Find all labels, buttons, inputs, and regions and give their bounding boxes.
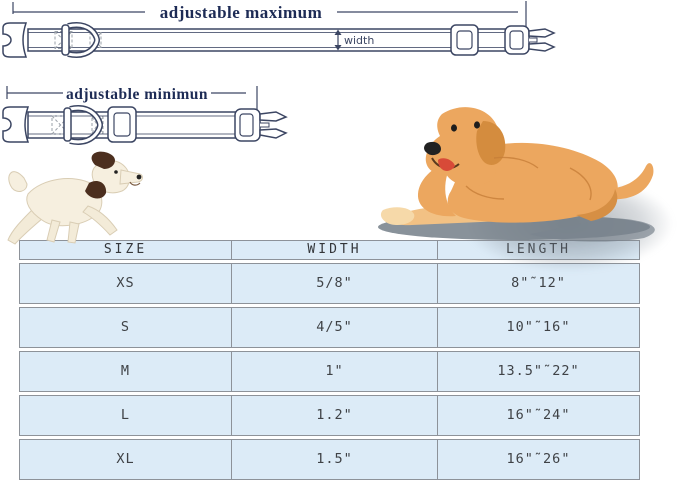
collar-max-diagram: adjustable maximum [2,1,556,58]
puppy-illustration [7,151,143,245]
adjustable-minimum-label: adjustable minimun [66,86,208,103]
table-row-l: L 1.2" 16"˜24" [19,395,640,436]
female-buckle [2,106,30,143]
dog-far-paw [380,207,415,225]
cell-width: 5/8" [232,264,438,303]
cell-size: L [20,396,232,435]
cell-size: XL [20,440,232,479]
table-row-xl: XL 1.5" 16"˜26" [19,439,640,480]
puppy-front-leg [82,205,118,236]
header-size: SIZE [20,241,232,259]
d-ring [61,22,101,58]
collar-min-diagram: adjustable minimun [2,86,288,145]
header-width: WIDTH [232,241,438,259]
table-row-m: M 1" 13.5"˜22" [19,351,640,392]
cell-length: 10"˜16" [506,319,571,335]
puppy-mouth [129,181,141,186]
cell-size: M [20,352,232,391]
size-table: SIZE WIDTH LENGTH XS 5/8" 8"˜12" S 4/5" … [19,240,640,480]
cell-size: XS [20,264,232,303]
dog-eye [451,124,457,132]
cell-length: 16"˜26" [506,451,571,467]
puppy-hind-leg [7,209,44,245]
table-row-s: S 4/5" 10"˜16" [19,307,640,348]
cell-length: 13.5"˜22" [497,363,580,379]
adjustable-maximum-label: adjustable maximum [160,3,322,22]
puppy-ear [91,151,115,169]
cell-size: S [20,308,232,347]
width-label: width [344,34,374,47]
female-buckle [2,22,28,58]
cell-length: 8"˜12" [511,275,566,291]
puppy-leg [67,221,80,244]
dog-eye [474,121,480,129]
cell-width: 1" [232,352,438,391]
puppy-snout [119,169,143,185]
puppy-nose [136,174,142,180]
puppy-eye [114,170,118,174]
slider-buckle [450,24,479,56]
cell-width: 4/5" [232,308,438,347]
max-measurement-line [12,1,527,27]
dog-nose [424,141,441,156]
min-measurement-line [6,86,258,110]
dog-tongue [438,158,455,171]
male-buckle [504,25,556,55]
male-buckle [234,108,288,142]
dog-ear [476,121,506,165]
puppy-neck-patch [85,181,107,199]
puppy-tail [8,171,28,192]
width-annotation: width [334,29,374,51]
golden-retriever-illustration [378,107,655,242]
table-row-xs: XS 5/8" 8"˜12" [19,263,640,304]
cell-width: 1.2" [232,396,438,435]
slider-buckle [107,106,137,143]
cell-length: 16"˜24" [506,407,571,423]
cell-width: 1.5" [232,440,438,479]
d-ring [63,105,104,145]
puppy-leg [46,219,61,243]
